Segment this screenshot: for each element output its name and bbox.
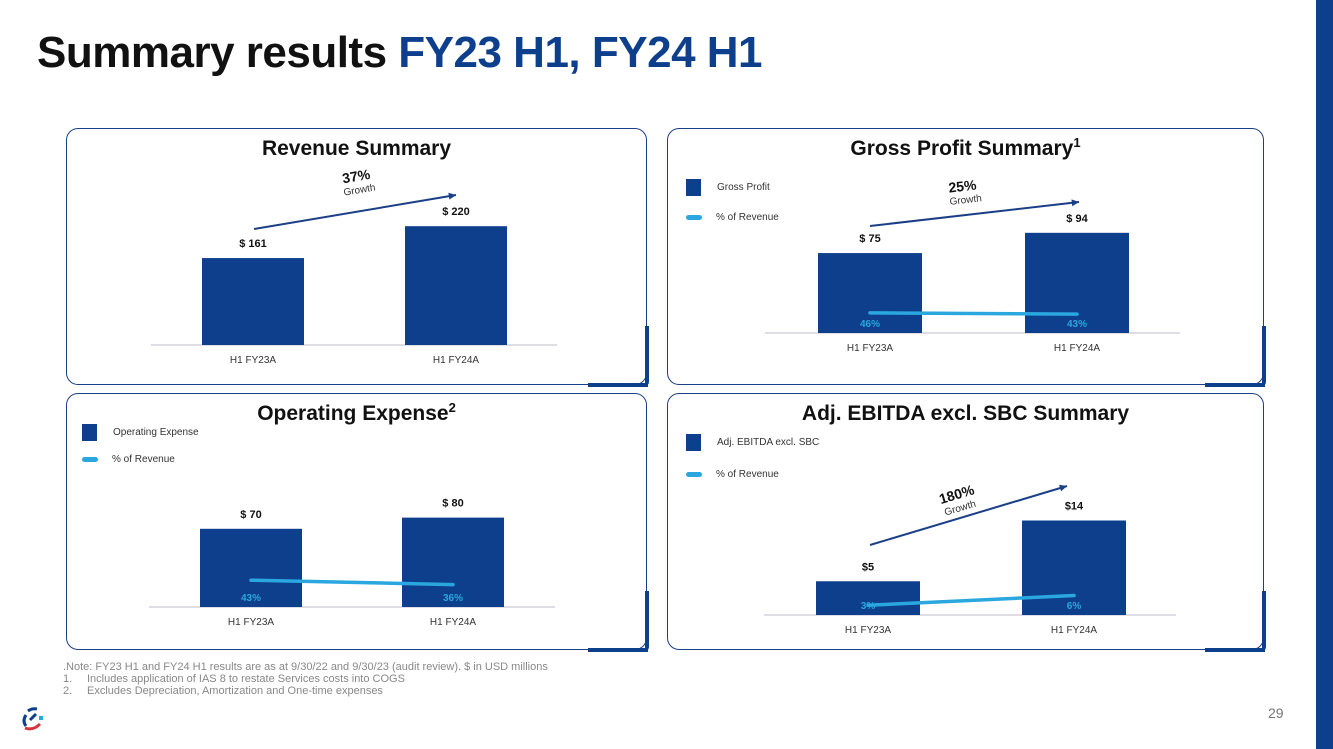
category-label: H1 FY24A [1054, 343, 1100, 354]
growth-label: Growth [949, 193, 982, 208]
pct-label: 36% [443, 593, 463, 604]
legend-line: % of Revenue [686, 469, 779, 480]
page-title: Summary results FY23 H1, FY24 H1 [37, 28, 763, 78]
category-label: H1 FY23A [228, 617, 274, 628]
page-number: 29 [1268, 705, 1284, 721]
growth-arrowhead [448, 192, 456, 200]
company-logo [22, 707, 43, 731]
legend-bar: Adj. EBITDA excl. SBC [686, 434, 819, 451]
value-label: $5 [862, 561, 874, 573]
gross-profit-chart: $ 75 H1 FY23A $ 94 H1 FY24A 46% 43% 25%Growth [765, 176, 1180, 354]
edge-bar [1316, 0, 1333, 749]
panel-title: Adj. EBITDA excl. SBC Summary [801, 402, 1130, 425]
pct-revenue-line [866, 593, 1076, 608]
value-label: $ 75 [859, 233, 880, 245]
footnotes: .Note: FY23 H1 and FY24 H1 results are a… [63, 661, 548, 697]
pct-revenue-line [868, 311, 1079, 316]
pct-revenue-line [249, 578, 455, 587]
legend-line: % of Revenue [82, 454, 175, 465]
growth-arrow [869, 201, 1080, 227]
pct-label: 6% [1067, 601, 1082, 612]
legend-line-swatch [82, 457, 98, 462]
value-label: $ 70 [240, 509, 261, 521]
pct-label: 3% [861, 601, 876, 612]
pct-label: 43% [241, 593, 261, 604]
pct-label: 46% [860, 319, 880, 330]
panel-title: Revenue Summary [261, 137, 452, 160]
category-label: H1 FY23A [230, 355, 276, 366]
category-label: H1 FY24A [1051, 625, 1097, 636]
title-highlight: FY23 H1, FY24 H1 [398, 28, 763, 77]
growth-value: 37% [341, 166, 372, 187]
revenue-summary-panel: Revenue Summary $ 161 H1 FY23A $ 220 H1 FY2… [66, 128, 649, 387]
value-label: $ 220 [442, 206, 470, 218]
title-main: Summary results [37, 28, 399, 77]
value-label: $ 80 [442, 498, 463, 510]
footnote-1: 1. Includes application of IAS 8 to resta… [63, 673, 405, 685]
legend-line-swatch [686, 215, 702, 220]
legend-bar-swatch [686, 434, 701, 451]
category-label: H1 FY24A [430, 617, 476, 628]
value-label: $ 94 [1066, 213, 1088, 225]
value-label: $ 161 [239, 238, 267, 250]
legend-bar: Operating Expense [82, 424, 199, 441]
growth-arrow [253, 194, 457, 230]
bar-h1-fy24a [402, 517, 504, 607]
growth-value: 25% [948, 176, 978, 195]
growth-label: Growth [343, 182, 377, 198]
bar-h1-fy23a [818, 253, 922, 333]
ebitda-panel: Adj. EBITDA excl. SBC Summary Adj. EBITD… [667, 393, 1266, 652]
bar-h1-fy23a [202, 258, 304, 345]
legend-bar: Gross Profit [686, 179, 770, 196]
bar-h1-fy24a [1022, 520, 1126, 615]
bar-h1-fy23a [200, 528, 302, 607]
legend-bar-swatch [686, 179, 701, 196]
revenue-chart: $ 161 H1 FY23A $ 220 H1 FY24A 37%Growth [151, 166, 557, 366]
note: .Note: FY23 H1 and FY24 H1 results are a… [63, 661, 548, 673]
gross-profit-panel: Gross Profit Summary1 Gross Profit % of … [667, 128, 1266, 387]
growth-arrowhead [1059, 484, 1067, 492]
operating-expense-chart: $ 70 H1 FY23A $ 80 H1 FY24A 43% 36% [149, 498, 555, 628]
pct-label: 43% [1067, 319, 1087, 330]
legend-line-swatch [686, 472, 702, 477]
panel-title: Operating Expense2 [257, 400, 456, 425]
bar-h1-fy24a [405, 226, 507, 345]
footnote-2: 2. Excludes Depreciation, Amortization an… [63, 685, 383, 697]
category-label: H1 FY24A [433, 355, 479, 366]
panel-title: Gross Profit Summary1 [850, 135, 1081, 160]
growth-arrowhead [1071, 199, 1079, 207]
category-label: H1 FY23A [847, 343, 893, 354]
operating-expense-panel: Operating Expense2 Operating Expense % o… [66, 393, 649, 652]
bar-h1-fy24a [1025, 232, 1129, 333]
category-label: H1 FY23A [845, 625, 891, 636]
legend-line: % of Revenue [686, 212, 779, 223]
value-label: $14 [1065, 501, 1084, 513]
growth-arrow [869, 485, 1068, 546]
legend-bar-swatch [82, 424, 97, 441]
bar-h1-fy23a [816, 581, 920, 615]
